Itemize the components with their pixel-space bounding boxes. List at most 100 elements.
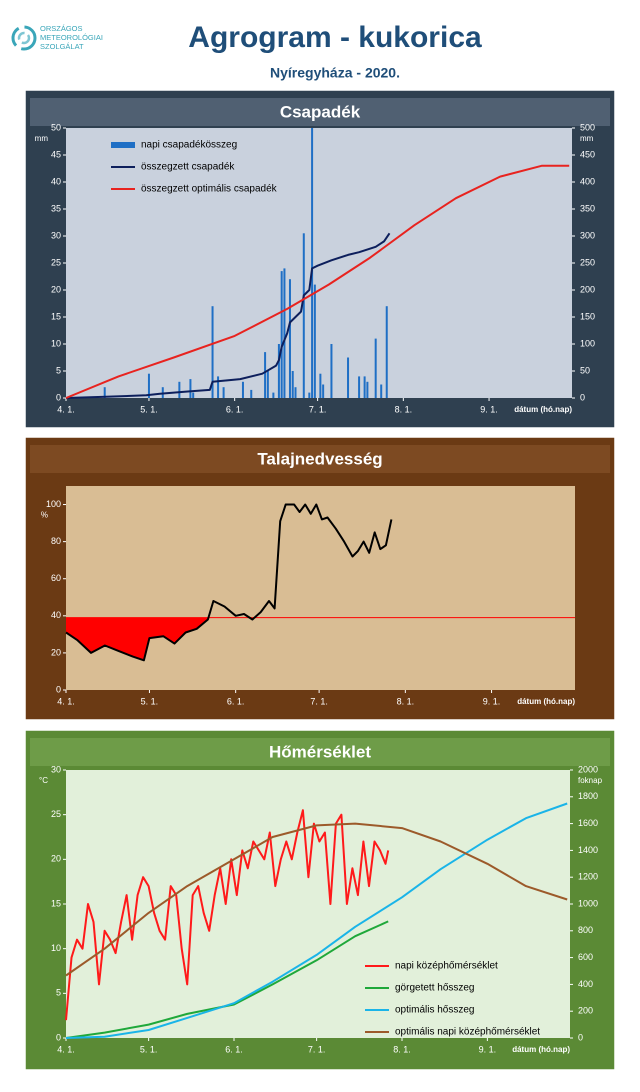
bar <box>366 381 369 398</box>
bar <box>363 376 366 398</box>
chart: Talajnedvesség 0 20 40 60 80 100% 4. 1. 5. 1. 6. … <box>24 436 616 721</box>
series-line <box>65 503 393 662</box>
series-line <box>65 164 570 399</box>
y-tick-label: 40 <box>51 610 61 620</box>
series-line <box>65 920 389 1039</box>
bar <box>211 306 214 398</box>
chart-title: Hőmérséklet <box>269 742 371 761</box>
page-subtitle: Nyíregyháza - 2020. <box>270 65 400 81</box>
series-line <box>65 822 568 977</box>
bar <box>272 392 275 398</box>
y2-tick-label: 2000 <box>578 764 598 774</box>
bar <box>189 379 192 398</box>
y2-tick-label: 0 <box>580 392 585 402</box>
x-tick-label: 9. 1. <box>479 1044 497 1054</box>
y2-tick-label: 200 <box>580 284 595 294</box>
y-tick-label: 50 <box>51 122 61 132</box>
y2-tick-label: 0 <box>578 1032 583 1042</box>
bar <box>264 352 267 398</box>
legend-label: napi középhőmérséklet <box>395 961 498 972</box>
y-tick-label: 60 <box>51 573 61 583</box>
y2-tick-label: 1200 <box>578 872 598 882</box>
bar <box>330 344 333 398</box>
series-line <box>65 232 391 399</box>
y2-tick-label: 250 <box>580 257 595 267</box>
y2-tick-label: 500 <box>580 122 595 132</box>
plot-area <box>66 770 570 1038</box>
x-tick-label: 4. 1. <box>57 696 75 706</box>
y-unit: % <box>41 511 48 520</box>
legend-label: optimális napi középhőmérséklet <box>395 1027 540 1038</box>
legend-label: napi csapadékösszeg <box>141 140 237 151</box>
plot-area <box>66 486 575 690</box>
x-tick-label: 7. 1. <box>308 1044 326 1054</box>
x-axis-label: dátum (hó.nap) <box>514 405 572 414</box>
bar <box>385 306 388 398</box>
legend-label: görgetett hősszeg <box>395 983 475 994</box>
x-tick-label: 5. 1. <box>140 1044 158 1054</box>
y-tick-label: 15 <box>51 898 61 908</box>
logo <box>11 25 37 51</box>
org-line: METEOROLÓGIAI <box>40 33 103 42</box>
bar <box>311 128 314 398</box>
title-strip <box>30 738 610 766</box>
x-tick-label: 8. 1. <box>397 696 415 706</box>
y2-tick-label: 350 <box>580 203 595 213</box>
bar <box>288 279 291 398</box>
bar <box>308 392 311 398</box>
plot-area <box>66 128 572 398</box>
y2-tick-label: 400 <box>578 979 593 989</box>
y-tick-label: 100 <box>46 499 61 509</box>
x-tick-label: 6. 1. <box>225 1044 243 1054</box>
series-line <box>65 809 390 1021</box>
legend-label: összegzett csapadék <box>141 162 235 173</box>
y-tick-label: 30 <box>51 230 61 240</box>
y2-tick-label: 150 <box>580 311 595 321</box>
x-tick-label: 5. 1. <box>140 404 158 414</box>
y-tick-label: 10 <box>51 943 61 953</box>
x-tick-label: 9. 1. <box>480 404 498 414</box>
bar <box>222 387 225 398</box>
y-tick-label: 10 <box>51 338 61 348</box>
x-tick-label: 4. 1. <box>57 404 75 414</box>
y2-tick-label: 50 <box>580 365 590 375</box>
y-tick-label: 0 <box>56 392 61 402</box>
y-tick-label: 45 <box>51 149 61 159</box>
bar <box>374 338 377 398</box>
y-tick-label: 20 <box>51 854 61 864</box>
x-tick-label: 6. 1. <box>227 696 245 706</box>
bar <box>241 381 244 398</box>
y2-tick-label: 1400 <box>578 845 598 855</box>
y-tick-label: 40 <box>51 176 61 186</box>
y-unit: °C <box>39 776 48 785</box>
y-tick-label: 5 <box>56 988 61 998</box>
y2-tick-label: 600 <box>578 952 593 962</box>
x-tick-label: 9. 1. <box>483 696 501 706</box>
x-tick-label: 8. 1. <box>393 1044 411 1054</box>
x-tick-label: 8. 1. <box>395 404 413 414</box>
bar <box>266 371 269 398</box>
x-tick-label: 5. 1. <box>141 696 159 706</box>
bar <box>192 392 195 398</box>
x-axis-label: dátum (hó.nap) <box>512 1045 570 1054</box>
y-unit: mm <box>35 134 49 143</box>
y2-tick-label: 200 <box>578 1006 593 1016</box>
x-tick-label: 4. 1. <box>57 1044 75 1054</box>
y-tick-label: 80 <box>51 536 61 546</box>
bar <box>319 373 322 398</box>
bar <box>280 271 283 398</box>
chart: Csapadék05101520253035404550mm0501001502… <box>24 89 616 429</box>
legend-label: optimális hősszeg <box>395 1005 474 1016</box>
y-tick-label: 0 <box>56 1032 61 1042</box>
chart: Hőmérséklet 0 5 10 15 20 25 30°C 0 200 400 600 800 10… <box>24 729 616 1071</box>
bar <box>250 389 253 398</box>
y2-tick-label: 300 <box>580 230 595 240</box>
y-tick-label: 5 <box>56 365 61 375</box>
bar <box>178 381 181 398</box>
bar <box>380 384 383 398</box>
bar <box>277 344 280 398</box>
title-strip <box>30 445 610 473</box>
y-tick-label: 20 <box>51 284 61 294</box>
title-strip <box>30 98 610 126</box>
y-tick-label: 20 <box>51 647 61 657</box>
